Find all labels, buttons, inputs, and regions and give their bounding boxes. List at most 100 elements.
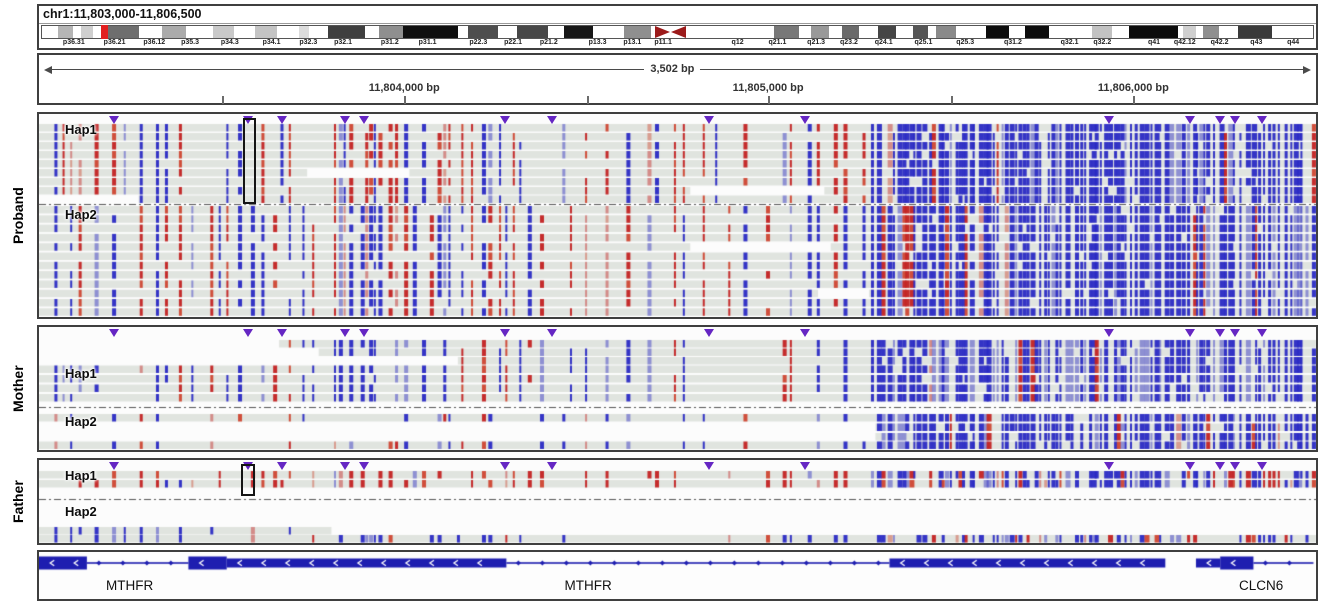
- cytoband-label: p36.21: [103, 39, 126, 46]
- insertion-marker-icon[interactable]: [108, 462, 119, 470]
- insertion-marker-icon[interactable]: [499, 462, 510, 470]
- cytoband: [298, 26, 309, 38]
- cytoband-label: p31.2: [380, 39, 399, 46]
- span-arrow-left-icon: [44, 65, 52, 74]
- sample-label-father: Father: [10, 480, 26, 523]
- insertion-marker-icon[interactable]: [703, 462, 714, 470]
- insertion-marker-icon[interactable]: [799, 329, 810, 337]
- insertion-marker-icon[interactable]: [799, 116, 810, 124]
- alignment-panel-father[interactable]: Hap1 Hap2: [37, 458, 1318, 545]
- ruler-tick-label: 11,805,000 bp: [732, 82, 804, 94]
- insertion-marker-icon[interactable]: [1103, 116, 1114, 124]
- insertion-marker-icon[interactable]: [1214, 462, 1225, 470]
- insertion-marker-icon[interactable]: [1230, 116, 1241, 124]
- ruler-panel[interactable]: 3,502 bp 11,804,000 bp 11,805,000 bp 11,80…: [37, 53, 1318, 105]
- gene-label-clcn6: CLCN6: [1238, 578, 1284, 593]
- cytoband: [563, 26, 593, 38]
- cytoband: [878, 26, 897, 38]
- ideogram-panel[interactable]: chr1:11,803,000-11,806,500 p36.31 p36.21 p…: [37, 4, 1318, 50]
- insertion-marker-icon[interactable]: [546, 462, 557, 470]
- insertion-marker-icon[interactable]: [1230, 462, 1241, 470]
- gene-label-mthfr: MTHFR: [106, 578, 154, 593]
- cytoband-label: p35.3: [181, 39, 200, 46]
- cytoband: [255, 26, 278, 38]
- gene-track: [39, 552, 1316, 599]
- insertion-marker-icon[interactable]: [277, 116, 288, 124]
- cytoband: [379, 26, 404, 38]
- insertion-marker-icon[interactable]: [339, 462, 350, 470]
- insertion-marker-icon[interactable]: [242, 116, 253, 124]
- alignment-panel-proband[interactable]: Hap1 Hap2: [37, 112, 1318, 319]
- span-length-label: 3,502 bp: [644, 63, 701, 75]
- insertion-marker-icon[interactable]: [1185, 116, 1196, 124]
- cytoband-label: q44: [1287, 39, 1300, 46]
- insertion-marker-icon[interactable]: [359, 462, 370, 470]
- insertion-marker-icon[interactable]: [1103, 329, 1114, 337]
- insertion-marker-icon[interactable]: [339, 329, 350, 337]
- cytoband-label: q21.3: [807, 39, 826, 46]
- cytoband-label: p13.1: [623, 39, 642, 46]
- cytoband: [841, 26, 859, 38]
- centromere-icon: [670, 26, 686, 38]
- cytoband: [107, 26, 140, 38]
- span-arrow-right-icon: [1303, 65, 1311, 74]
- sample-label-mother: Mother: [10, 365, 26, 412]
- cytoband-label: p31.1: [418, 39, 437, 46]
- insertion-marker-icon[interactable]: [359, 329, 370, 337]
- insertion-marker-icon[interactable]: [1214, 116, 1225, 124]
- locus-marker: [101, 25, 109, 39]
- cytoband: [624, 26, 652, 38]
- insertion-marker-icon[interactable]: [1256, 462, 1267, 470]
- insertion-marker-icon[interactable]: [546, 329, 557, 337]
- insertion-marker-icon[interactable]: [1214, 329, 1225, 337]
- cytoband-label: p36.12: [143, 39, 166, 46]
- insertion-marker-icon[interactable]: [799, 462, 810, 470]
- alignment-panel-mother[interactable]: Hap1 Hap2: [37, 325, 1318, 452]
- cytoband: [774, 26, 799, 38]
- ruler-tick: [221, 96, 224, 104]
- cytoband: [327, 26, 366, 38]
- cytoband: [80, 26, 93, 38]
- insertion-marker-icon[interactable]: [339, 116, 350, 124]
- insertion-marker-icon[interactable]: [108, 329, 119, 337]
- cytoband-label: p22.3: [469, 39, 488, 46]
- insertion-marker-icon[interactable]: [242, 329, 253, 337]
- cytoband-label: p21.2: [539, 39, 558, 46]
- cytoband: [517, 26, 548, 38]
- cytoband-label: q42.2: [1210, 39, 1229, 46]
- insertion-marker-icon[interactable]: [703, 329, 714, 337]
- insertion-marker-icon[interactable]: [1230, 329, 1241, 337]
- insertion-marker-icon[interactable]: [108, 116, 119, 124]
- insertion-marker-icon[interactable]: [499, 329, 510, 337]
- insertion-marker-icon[interactable]: [242, 462, 253, 470]
- hap-label-mother-hap2: Hap2: [65, 414, 97, 429]
- insertion-marker-icon[interactable]: [1185, 329, 1196, 337]
- cytoband-label: p34.1: [262, 39, 281, 46]
- variant-highlight-box: [241, 464, 255, 496]
- cytoband-label: q32.1: [1060, 39, 1079, 46]
- insertion-marker-icon[interactable]: [277, 462, 288, 470]
- insertion-marker-icon[interactable]: [359, 116, 370, 124]
- insertion-marker-icon[interactable]: [1103, 462, 1114, 470]
- variant-highlight-box: [242, 118, 257, 204]
- insertion-marker-icon[interactable]: [1185, 462, 1196, 470]
- ideogram-bar[interactable]: [41, 25, 1314, 39]
- insertion-marker-icon[interactable]: [1256, 329, 1267, 337]
- cytoband-label: q21.1: [768, 39, 787, 46]
- insertion-marker-icon[interactable]: [277, 329, 288, 337]
- cytoband: [810, 26, 829, 38]
- locus-divider: [39, 23, 1316, 24]
- insertion-marker-icon[interactable]: [499, 116, 510, 124]
- cytoband-label: p22.1: [504, 39, 522, 46]
- insertion-marker-icon[interactable]: [546, 116, 557, 124]
- centromere-icon: [655, 26, 671, 38]
- cytoband: [57, 26, 73, 38]
- gene-panel[interactable]: MTHFR MTHFR CLCN6: [37, 550, 1318, 601]
- cytoband-label: q12: [731, 39, 744, 46]
- cytoband: [1025, 26, 1050, 38]
- cytoband: [1129, 26, 1178, 38]
- ruler-tick-label: 11,804,000 bp: [368, 82, 440, 94]
- insertion-marker-icon[interactable]: [703, 116, 714, 124]
- insertion-marker-icon[interactable]: [1256, 116, 1267, 124]
- hap-label-father-hap1: Hap1: [65, 468, 97, 483]
